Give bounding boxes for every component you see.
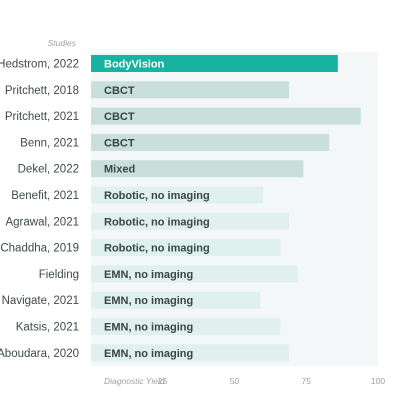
x-tick-label: 25	[158, 376, 168, 386]
study-label: Agrawal, 2021	[5, 216, 79, 228]
bar-row: Navigate, 2021 EMN, no imaging	[2, 291, 261, 309]
bar-row: Benn, 2021 CBCT	[20, 133, 330, 151]
bar	[91, 133, 330, 151]
bar-label: Robotic, no imaging	[104, 216, 210, 228]
study-label: Benn, 2021	[20, 137, 79, 149]
bar-row: Aboudara, 2020 EMN, no imaging	[0, 344, 290, 362]
bar	[91, 107, 361, 125]
study-label: Benefit, 2021	[11, 190, 79, 202]
bar-label: CBCT	[104, 85, 135, 97]
track-background	[91, 52, 378, 366]
study-label: Fielding	[39, 269, 79, 281]
bar	[91, 212, 290, 230]
bar-label: Mixed	[104, 164, 135, 176]
bar-row: Pritchett, 2021 CBCT	[5, 107, 361, 125]
bar	[91, 265, 298, 283]
bar-label: EMN, no imaging	[104, 322, 193, 334]
bar-label: Robotic, no imaging	[104, 190, 210, 202]
study-label: Hedstrom, 2022	[0, 59, 79, 71]
x-axis-title: Diagnostic Yield	[104, 376, 165, 386]
bar-label: BodyVision	[104, 59, 165, 71]
study-label: Chaddha, 2019	[0, 243, 79, 255]
bar-row: Pritchett, 2018 CBCT	[5, 81, 290, 99]
bar-row: Chaddha, 2019 Robotic, no imaging	[0, 239, 281, 257]
bar	[91, 318, 281, 335]
x-tick-label: 100	[371, 376, 385, 386]
study-label: Dekel, 2022	[18, 164, 79, 176]
bar-label: CBCT	[104, 111, 135, 123]
bar	[91, 186, 264, 204]
bar	[91, 239, 281, 257]
bar	[91, 344, 290, 362]
bar	[91, 55, 338, 72]
study-label: Katsis, 2021	[16, 322, 79, 334]
bar	[91, 81, 290, 99]
bar	[91, 160, 304, 178]
x-tick-label: 50	[230, 376, 240, 386]
bar-row: Agrawal, 2021 Robotic, no imaging	[5, 212, 290, 230]
bar-label: CBCT	[104, 137, 135, 149]
bar	[91, 291, 261, 309]
bar-row: Hedstrom, 2022 BodyVision	[0, 55, 338, 72]
study-label: Aboudara, 2020	[0, 348, 79, 360]
bar-rows: Hedstrom, 2022 BodyVision Pritchett, 2018 C…	[0, 55, 361, 362]
bar-row: Katsis, 2021 EMN, no imaging	[16, 318, 281, 335]
y-axis-title: Studies	[48, 38, 77, 48]
x-axis-ticks: 25 50 75 100	[158, 376, 385, 386]
study-label: Navigate, 2021	[2, 295, 79, 307]
bar-label: EMN, no imaging	[104, 295, 193, 307]
bar-row: Fielding EMN, no imaging	[39, 265, 298, 283]
x-tick-label: 75	[302, 376, 312, 386]
study-label: Pritchett, 2021	[5, 111, 79, 123]
bar-row: Dekel, 2022 Mixed	[18, 160, 304, 178]
bar-label: EMN, no imaging	[104, 269, 193, 281]
study-label: Pritchett, 2018	[5, 85, 79, 97]
bar-label: EMN, no imaging	[104, 348, 193, 360]
bar-row: Benefit, 2021 Robotic, no imaging	[11, 186, 264, 204]
bar-label: Robotic, no imaging	[104, 243, 210, 255]
